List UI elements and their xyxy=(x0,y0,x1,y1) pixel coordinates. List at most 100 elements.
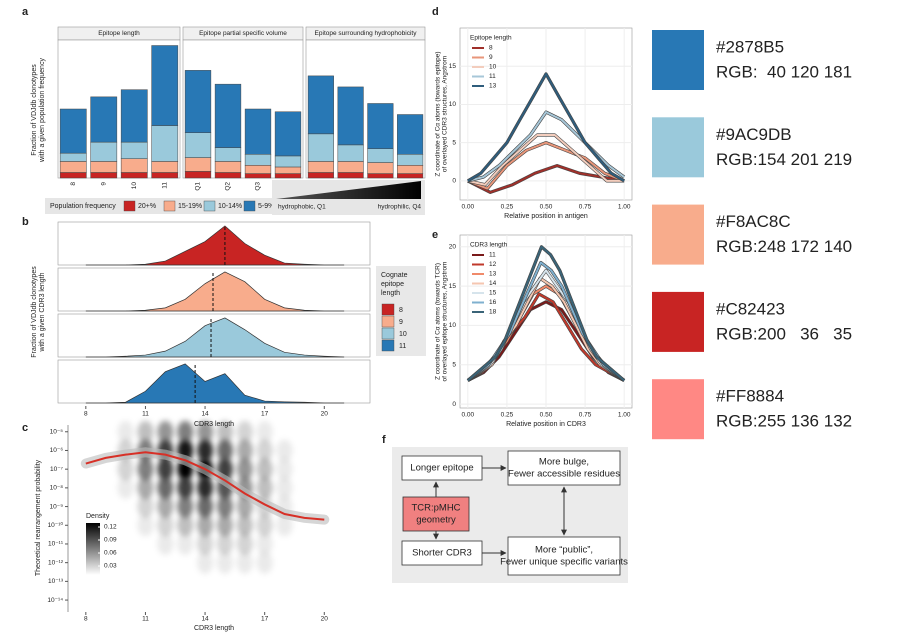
rgb-label: RGB: 40 120 181 xyxy=(716,62,852,81)
bar-segment xyxy=(151,161,179,173)
legend-title: CDR3 length xyxy=(470,242,508,249)
node-label: TCR:pMHC xyxy=(411,503,460,514)
legend-label: 9 xyxy=(399,319,403,326)
rgb-label: RGB:154 201 219 xyxy=(716,150,852,169)
legend-swatch xyxy=(203,200,216,212)
gradient-label: hydrophobic, Q1 xyxy=(278,204,326,211)
y-tick-label: 15 xyxy=(449,283,457,290)
density-cell xyxy=(137,552,153,574)
legend-label: 20+% xyxy=(138,203,156,210)
bar-segment xyxy=(120,158,148,173)
node-label: Fewer unique specific variants xyxy=(500,557,628,568)
legend-title: Epitope length xyxy=(470,35,512,42)
density-cell xyxy=(256,532,273,555)
y-tick-label: 5 xyxy=(452,361,456,368)
y-tick-label: 20 xyxy=(449,244,457,251)
density-cell xyxy=(197,532,214,555)
panel-label: c xyxy=(22,422,28,434)
bar-segment xyxy=(184,171,212,179)
density-cell xyxy=(216,420,233,443)
density-cell xyxy=(137,458,154,481)
bar-segment xyxy=(337,144,364,162)
x-tick-label: 0.50 xyxy=(540,204,553,211)
panel-label: a xyxy=(22,6,29,18)
density-cell xyxy=(137,420,154,443)
legend-label: 8 xyxy=(399,307,403,314)
density-cell xyxy=(157,532,174,555)
y-tick-label: 10⁻⁹ xyxy=(50,503,64,510)
line xyxy=(467,134,625,186)
bar-segment xyxy=(184,70,212,133)
y-tick-label: 10⁻⁶ xyxy=(50,447,64,454)
density-scale xyxy=(86,523,100,575)
density-cell xyxy=(276,458,293,481)
y-tick-label: 10⁻¹² xyxy=(48,559,64,566)
legend-label: 9 xyxy=(489,54,493,61)
bar-segment xyxy=(274,155,302,168)
panel-label: e xyxy=(432,229,438,241)
legend-label: 10 xyxy=(489,64,497,71)
x-tick-label: 0.75 xyxy=(579,204,592,211)
y-tick-label: 10 xyxy=(449,101,457,108)
density-cell xyxy=(117,420,134,443)
x-axis-label: CDR3 length xyxy=(194,625,234,632)
density-cell xyxy=(118,552,134,574)
density-area xyxy=(85,363,345,404)
density-cell xyxy=(137,476,154,499)
bar-segment xyxy=(244,108,272,155)
diagram-node xyxy=(401,540,483,566)
node-label: More bulge, xyxy=(539,457,589,468)
color-swatch xyxy=(652,291,704,352)
bar-segment xyxy=(184,132,212,158)
panel-label: d xyxy=(432,6,439,18)
bar-segment xyxy=(59,172,87,179)
density-cell xyxy=(236,551,253,574)
hex-label: #C82423 xyxy=(716,299,785,318)
panel-label: f xyxy=(382,434,386,446)
density-tick-label: 0.12 xyxy=(104,524,117,531)
legend-label: 12 xyxy=(489,261,497,268)
legend-swatch xyxy=(381,303,395,316)
bar-segment xyxy=(337,161,364,173)
legend-label: 18 xyxy=(489,309,497,316)
density-cell xyxy=(157,514,174,537)
density-cell xyxy=(256,476,273,499)
x-tick-label: 11 xyxy=(142,616,149,623)
x-axis-label: Relative position in antigen xyxy=(504,213,588,220)
density-cell xyxy=(137,514,154,537)
bar-segment xyxy=(367,162,394,174)
facet-title: Epitope partial specific volume xyxy=(199,30,287,37)
density-cell xyxy=(256,439,273,462)
density-cell xyxy=(216,551,233,574)
bar-segment xyxy=(59,152,87,162)
x-tick-label: 8 xyxy=(84,616,88,623)
hex-label: #FF8884 xyxy=(716,387,784,406)
bar-segment xyxy=(307,133,334,162)
x-tick-label: 0.50 xyxy=(540,412,553,419)
x-tick-label: 0.25 xyxy=(501,204,514,211)
node-label: geometry xyxy=(416,515,456,526)
legend-title: Cognate xyxy=(381,272,408,279)
bar-segment xyxy=(337,86,364,146)
color-swatch xyxy=(652,30,704,90)
legend-label: 14 xyxy=(489,280,497,287)
x-tick-label: 9 xyxy=(100,182,107,186)
bar-segment xyxy=(397,165,424,174)
x-tick-label: 0.25 xyxy=(501,412,514,419)
bar-segment xyxy=(367,148,394,163)
bar-segment xyxy=(367,103,394,149)
bar-segment xyxy=(274,166,302,174)
density-tick-label: 0.06 xyxy=(104,550,117,557)
facet-title: Epitope length xyxy=(98,30,140,37)
x-tick-label: 20 xyxy=(321,616,329,623)
density-cell xyxy=(177,476,194,499)
bar-segment xyxy=(307,172,334,179)
y-tick-label: 10⁻¹⁰ xyxy=(48,521,64,529)
density-title: Density xyxy=(86,513,110,520)
facet-title: Epitope surrounding hydrophobicity xyxy=(315,30,418,37)
diagram-node xyxy=(402,496,470,532)
x-tick-label: 17 xyxy=(261,616,269,623)
density-cell xyxy=(236,420,253,443)
x-axis-label: CDR3 length xyxy=(194,421,234,428)
y-tick-label: 10⁻¹³ xyxy=(48,578,64,585)
